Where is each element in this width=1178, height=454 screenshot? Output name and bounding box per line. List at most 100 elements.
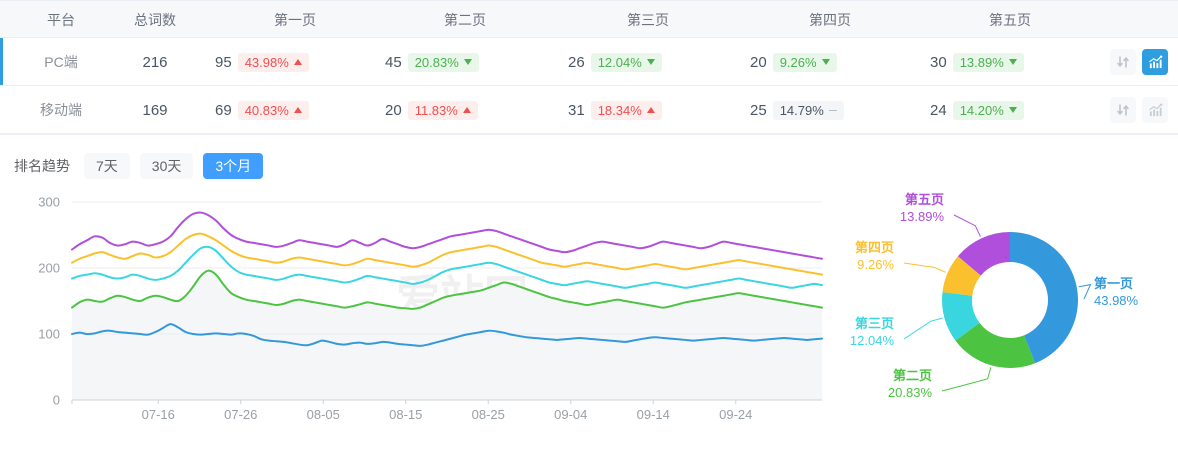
donut-segment-3[interactable]	[942, 292, 980, 341]
cell-page3: 26 12.04%	[568, 38, 738, 86]
tab-range-1[interactable]: 30天	[139, 153, 194, 179]
percentage-value: 18.34%	[597, 102, 642, 118]
page-count: 20	[750, 53, 767, 71]
bar-chart-icon[interactable]	[1142, 49, 1168, 75]
column-header-page5: 第五页	[989, 12, 1031, 28]
x-axis-tick-label: 09-14	[637, 407, 670, 422]
trend-down-icon	[646, 59, 655, 65]
cell-page4: 20 9.26%	[750, 38, 920, 86]
line-series-4	[71, 232, 823, 276]
cell-page3: 31 18.34%	[568, 86, 738, 134]
x-axis-tick-label: 09-04	[554, 407, 587, 422]
donut-leader-line-3	[903, 317, 943, 340]
x-axis-tick-label: 08-05	[307, 407, 340, 422]
ranking-table: 平台 总词数 第一页 第二页 第三页 第四页 第五页 PC端 216 95 43.98…	[0, 0, 1178, 135]
percentage-value: 14.79%	[779, 102, 824, 118]
x-axis-tick-label: 08-25	[472, 407, 505, 422]
cell-page4: 25 14.79%	[750, 86, 920, 134]
trend-flat-icon	[828, 109, 837, 111]
line-series-5	[71, 211, 823, 260]
percentage-badge: 14.20%	[952, 100, 1024, 120]
percentage-value: 20.83%	[414, 54, 459, 70]
donut-label-name-4: 第四页	[855, 240, 894, 255]
percentage-value: 14.20%	[959, 102, 1004, 118]
cell-platform: PC端	[44, 54, 78, 70]
table-row[interactable]: PC端 216 95 43.98% 45 20.83% 26 12.04% 20 9.26% 30 1…	[0, 38, 1178, 86]
donut-label-value-2: 20.83%	[888, 385, 933, 400]
percentage-badge: 13.89%	[952, 52, 1024, 72]
x-axis-tick-label: 09-24	[719, 407, 752, 422]
sort-updown-icon[interactable]	[1110, 97, 1136, 123]
y-axis-tick-label: 0	[53, 393, 60, 408]
donut-label-name-2: 第二页	[893, 368, 932, 383]
line-series-3	[71, 245, 823, 289]
y-axis-tick-label: 200	[38, 261, 60, 276]
donut-leader-line-4	[903, 262, 946, 273]
page-count: 45	[385, 53, 402, 71]
line-series-1	[71, 323, 823, 347]
cell-page2: 45 20.83%	[385, 38, 555, 86]
y-axis-tick-label: 100	[38, 327, 60, 342]
percentage-value: 11.83%	[414, 102, 458, 118]
percentage-value: 9.26%	[779, 54, 817, 70]
line-chart-svg: 爱站网010020030007-1607-2608-0508-1508-2509…	[38, 195, 823, 422]
trend-down-icon	[1008, 107, 1017, 113]
percentage-badge: 14.79%	[772, 100, 844, 120]
x-axis-tick-label: 07-26	[224, 407, 257, 422]
table-row[interactable]: 移动端 169 69 40.83% 20 11.83% 31 18.34% 25 14.79% 24…	[0, 86, 1178, 134]
column-header-page2: 第二页	[444, 12, 486, 28]
donut-segment-2[interactable]	[955, 322, 1036, 368]
percentage-badge: 12.04%	[590, 52, 662, 72]
page-count: 30	[930, 53, 947, 71]
percentage-badge: 43.98%	[237, 52, 309, 72]
trend-up-icon	[293, 59, 302, 65]
page-count: 69	[215, 101, 232, 119]
cell-total-keywords: 216	[142, 53, 168, 71]
percentage-badge: 18.34%	[590, 100, 662, 120]
donut-chart-svg: 第一页 43.98% 第二页 20.83% 第三页 12.04% 第四页 9.26% 第五页 13…	[850, 192, 1139, 400]
cell-page2: 20 11.83%	[385, 86, 555, 134]
donut-label-name-5: 第五页	[905, 192, 944, 207]
donut-leader-line-2	[941, 367, 992, 392]
donut-leader-line-5	[953, 214, 981, 237]
cell-total-keywords: 169	[142, 101, 168, 119]
percentage-value: 43.98%	[244, 54, 289, 70]
column-header-page4: 第四页	[809, 12, 851, 28]
trend-range-tabs: 7天 30天 3个月	[84, 153, 264, 179]
percentage-value: 40.83%	[244, 102, 289, 118]
donut-segment-4[interactable]	[942, 256, 981, 296]
trend-up-icon	[462, 107, 471, 113]
y-axis-tick-label: 300	[38, 195, 60, 210]
percentage-value: 13.89%	[959, 54, 1004, 70]
row-actions	[1110, 38, 1168, 86]
cell-page1: 95 43.98%	[215, 38, 385, 86]
sort-updown-icon[interactable]	[1110, 49, 1136, 75]
trend-down-icon	[821, 59, 830, 65]
donut-label-value-4: 9.26%	[857, 257, 894, 272]
donut-label-name-1: 第一页	[1094, 276, 1133, 291]
trend-down-icon	[463, 59, 472, 65]
page-count: 95	[215, 53, 232, 71]
donut-segment-5[interactable]	[957, 232, 1010, 276]
tab-range-2[interactable]: 3个月	[203, 153, 264, 179]
donut-label-name-3: 第三页	[855, 316, 894, 331]
bar-chart-icon[interactable]	[1142, 97, 1168, 123]
row-actions	[1110, 86, 1168, 134]
page-count: 24	[930, 101, 947, 119]
percentage-badge: 9.26%	[772, 52, 837, 72]
donut-label-value-5: 13.89%	[900, 209, 945, 224]
cell-page1: 69 40.83%	[215, 86, 385, 134]
donut-leader-line-1	[1078, 283, 1092, 300]
page-distribution-donut-chart: 第一页 43.98% 第二页 20.83% 第三页 12.04% 第四页 9.26% 第五页 13…	[832, 190, 1178, 440]
column-header-platform: 平台	[47, 12, 75, 28]
column-header-total: 总词数	[134, 12, 176, 28]
tab-range-0[interactable]: 7天	[84, 153, 130, 179]
donut-label-value-3: 12.04%	[850, 333, 895, 348]
trend-up-icon	[293, 107, 302, 113]
donut-segment-1[interactable]	[1010, 232, 1078, 364]
trend-title: 排名趋势	[14, 158, 70, 174]
cell-page5: 24 14.20%	[930, 86, 1100, 134]
cell-page5: 30 13.89%	[930, 38, 1100, 86]
percentage-value: 12.04%	[597, 54, 642, 70]
